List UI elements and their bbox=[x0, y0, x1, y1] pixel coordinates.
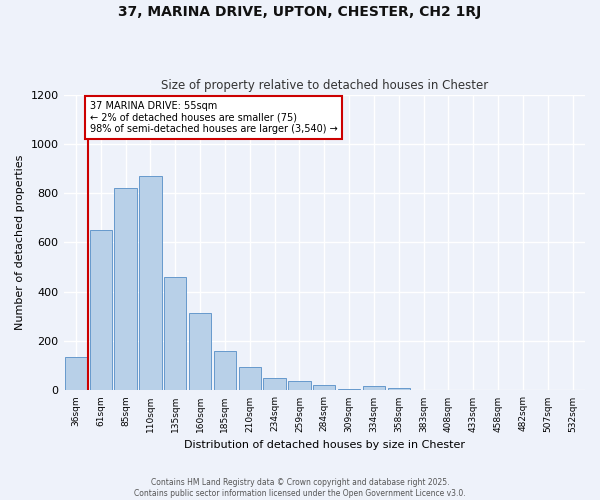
Y-axis label: Number of detached properties: Number of detached properties bbox=[15, 155, 25, 330]
Bar bbox=[214, 351, 236, 391]
Bar bbox=[139, 176, 161, 390]
Bar bbox=[89, 230, 112, 390]
Bar bbox=[263, 378, 286, 390]
Bar bbox=[189, 313, 211, 390]
Title: Size of property relative to detached houses in Chester: Size of property relative to detached ho… bbox=[161, 79, 488, 92]
X-axis label: Distribution of detached houses by size in Chester: Distribution of detached houses by size … bbox=[184, 440, 465, 450]
Bar bbox=[164, 277, 187, 390]
Text: 37, MARINA DRIVE, UPTON, CHESTER, CH2 1RJ: 37, MARINA DRIVE, UPTON, CHESTER, CH2 1R… bbox=[118, 5, 482, 19]
Bar bbox=[288, 380, 311, 390]
Bar bbox=[313, 386, 335, 390]
Bar bbox=[338, 389, 360, 390]
Bar bbox=[115, 188, 137, 390]
Bar bbox=[65, 357, 87, 390]
Bar bbox=[363, 386, 385, 390]
Bar bbox=[239, 367, 261, 390]
Text: 37 MARINA DRIVE: 55sqm
← 2% of detached houses are smaller (75)
98% of semi-deta: 37 MARINA DRIVE: 55sqm ← 2% of detached … bbox=[89, 100, 337, 134]
Bar bbox=[388, 388, 410, 390]
Text: Contains HM Land Registry data © Crown copyright and database right 2025.
Contai: Contains HM Land Registry data © Crown c… bbox=[134, 478, 466, 498]
